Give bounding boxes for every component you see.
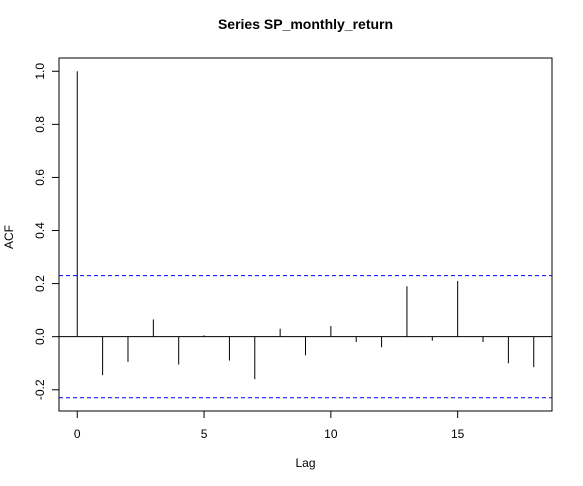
x-tick-label: 15 (451, 427, 465, 441)
y-tick-label: -0.2 (33, 379, 47, 400)
y-tick-label: 0.8 (33, 116, 47, 133)
x-tick-label: 0 (74, 427, 81, 441)
x-tick-label: 5 (201, 427, 208, 441)
x-axis-label: Lag (295, 456, 315, 470)
plot-area: 0 5 10 15 -0.2 0.0 0.2 0.4 0.6 0.8 1.0 (33, 57, 553, 441)
x-tick-label: 10 (324, 427, 338, 441)
y-tick-label: 0.2 (33, 275, 47, 292)
y-tick-label: 0.0 (33, 328, 47, 345)
y-tick-label: 1.0 (33, 63, 47, 80)
y-tick-label: 0.4 (33, 222, 47, 239)
y-axis-label: ACF (2, 225, 16, 249)
plot-frame (58, 57, 553, 412)
chart-title: Series SP_monthly_return (218, 16, 393, 32)
y-tick-label: 0.6 (33, 169, 47, 186)
